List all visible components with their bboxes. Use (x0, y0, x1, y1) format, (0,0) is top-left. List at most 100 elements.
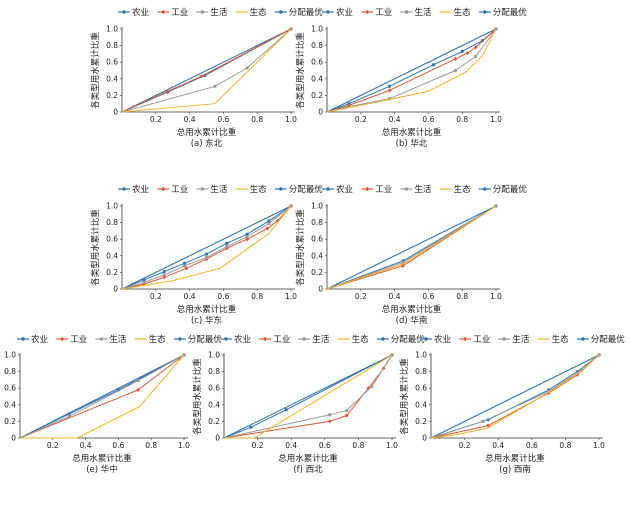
data-point (67, 412, 71, 416)
legend-item: 农业 (118, 7, 149, 18)
legend-item: 生活 (196, 7, 228, 18)
y-tick-label: 0.4 (311, 74, 323, 83)
legend-marker (161, 186, 166, 192)
series-line (326, 205, 497, 290)
series-line (223, 354, 393, 439)
data-point (345, 409, 349, 413)
y-tick-label: 0.4 (208, 400, 220, 409)
legend-item: 生态 (235, 7, 268, 18)
legend-item: 生活 (400, 184, 432, 195)
y-tick-label: 0 (113, 285, 118, 294)
legend-marker (326, 10, 330, 14)
legend-label: 生活 (312, 334, 330, 345)
data-point (245, 235, 249, 239)
legend-label: 农业 (132, 184, 149, 195)
x-tick-label: 0.4 (285, 441, 297, 450)
legend-item: 生活 (498, 334, 530, 345)
y-tick-label: 0.6 (415, 384, 427, 393)
y-tick-label: 0 (215, 434, 220, 443)
series-line (121, 205, 292, 290)
data-point (575, 371, 579, 375)
legend-item: 生态 (439, 7, 471, 18)
x-tick-label: 0.4 (389, 115, 401, 124)
data-point (245, 66, 249, 70)
y-tick-label: 0.6 (208, 384, 220, 393)
data-point (142, 278, 146, 282)
data-point (162, 273, 166, 277)
data-point (453, 56, 458, 61)
x-axis-label: 总用水累计比重 (485, 453, 545, 464)
data-point (370, 385, 374, 389)
legend-item: 农业 (220, 334, 251, 345)
y-tick-label: 1.0 (311, 202, 323, 211)
data-point (465, 51, 470, 56)
chart-panel: 农业 工业 生活 生态 分配最优 0 0.2 0.4 0.6 0.8 1.0 0.2 0.4 0.6 0.8… (90, 7, 323, 149)
data-point (474, 54, 478, 58)
legend-item: 工业 (459, 334, 490, 345)
legend-item: 生态 (537, 334, 570, 345)
legend-marker (483, 187, 487, 191)
x-tick-label: 1.0 (490, 115, 502, 124)
y-tick-label: 0.8 (311, 41, 323, 50)
legend-item: 工业 (361, 184, 392, 195)
legend-item: 分配最优 (478, 184, 527, 195)
legend-item: 生活 (400, 7, 432, 18)
x-tick-label: 0.8 (145, 441, 157, 450)
legend-label: 生活 (210, 7, 228, 18)
series-line (19, 354, 185, 439)
data-point (342, 106, 346, 110)
legend-label: 生态 (250, 7, 268, 18)
legend-marker (279, 187, 283, 191)
legend-label: 工业 (473, 334, 490, 345)
x-tick-label: 0.2 (252, 441, 264, 450)
legend-marker (424, 337, 428, 341)
legend-marker (302, 337, 306, 341)
data-point (431, 63, 436, 67)
legend-marker (263, 336, 268, 342)
y-axis-label: 各类型用水累计比重 (90, 209, 101, 286)
y-tick-label: 0.2 (208, 417, 220, 426)
legend-label: 工业 (273, 334, 290, 345)
x-tick-label: 0.4 (184, 292, 196, 301)
series-line (223, 354, 393, 439)
y-tick-label: 0.8 (4, 367, 16, 376)
series-line (121, 28, 292, 113)
series-line (430, 354, 600, 439)
data-point (486, 423, 491, 428)
y-tick-label: 0 (318, 285, 323, 294)
x-tick-label: 0.6 (217, 115, 229, 124)
data-point (199, 74, 204, 79)
x-tick-label: 0.2 (150, 115, 162, 124)
legend-label: 分配最优 (289, 184, 324, 195)
x-tick-label: 1.0 (178, 441, 190, 450)
legend-item: 农业 (420, 334, 451, 345)
legend-label: 生态 (552, 334, 570, 345)
y-axis-label: 各类型用水累计比重 (295, 32, 306, 109)
x-axis-label: 总用水累计比重 (382, 304, 442, 315)
chart-panel: 农业 工业 生活 生态 分配最优 0 0.2 0.4 0.6 0.8 1.0 0.2 0.4 0.6 0.8… (295, 7, 527, 149)
data-point (183, 264, 187, 268)
data-point (388, 97, 392, 101)
y-tick-label: 0.2 (415, 417, 427, 426)
y-tick-label: 0.2 (106, 268, 118, 277)
y-axis-label: 各类型用水累计比重 (295, 209, 306, 286)
y-tick-label: 0.8 (415, 367, 427, 376)
legend-label: 生态 (250, 184, 268, 195)
panel-caption: (c) 华东 (191, 315, 222, 326)
data-point (136, 379, 140, 383)
x-tick-label: 0.4 (80, 441, 92, 450)
y-tick-label: 0.4 (415, 400, 427, 409)
legend-marker (404, 10, 408, 14)
x-tick-label: 1.0 (490, 292, 502, 301)
legend-item: 农业 (322, 7, 353, 18)
data-point (453, 69, 457, 72)
x-tick-label: 0.6 (217, 292, 229, 301)
legend-label: 生态 (149, 334, 167, 345)
x-tick-label: 0.4 (492, 441, 504, 450)
legend-item: 生态 (439, 184, 471, 195)
data-point (481, 419, 485, 423)
y-tick-label: 0.4 (106, 74, 118, 83)
legend-item: 生活 (95, 334, 127, 345)
data-point (327, 419, 332, 424)
